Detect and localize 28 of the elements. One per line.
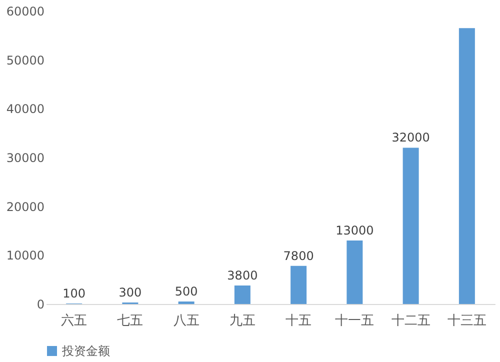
x-tick-label: 六五 xyxy=(61,314,88,328)
bar xyxy=(402,148,419,304)
y-tick-label: 50000 xyxy=(6,53,44,68)
text: 100 xyxy=(62,286,86,301)
bar xyxy=(458,28,475,304)
x-tick-label: 七五 xyxy=(117,314,144,328)
y-tick-label: 30000 xyxy=(6,151,44,165)
bar xyxy=(234,285,250,304)
y-tick-label: 20000 xyxy=(6,200,44,214)
bar xyxy=(346,240,363,304)
y-tick-label: 60000 xyxy=(6,4,44,18)
y-tick-label: 40000 xyxy=(6,102,44,116)
x-tick-label: 八五 xyxy=(173,314,200,328)
legend-label: 投资金额 xyxy=(61,344,110,358)
y-tick-label: 0 xyxy=(36,298,44,312)
text: 300 xyxy=(118,286,142,300)
x-tick-label: 十一五 xyxy=(335,314,374,328)
text: 32000 xyxy=(392,130,430,145)
text: 500 xyxy=(174,284,198,299)
x-tick-label: 九五 xyxy=(229,314,256,328)
text: 7800 xyxy=(283,248,314,263)
x-tick-label: 十二五 xyxy=(391,314,430,328)
x-tick-label: 十五 xyxy=(286,314,312,328)
x-tick-label: 十三五 xyxy=(447,314,486,328)
text: 3800 xyxy=(227,268,258,282)
bar xyxy=(290,266,307,304)
y-tick-label: 10000 xyxy=(6,248,44,263)
text: 13000 xyxy=(336,224,374,238)
